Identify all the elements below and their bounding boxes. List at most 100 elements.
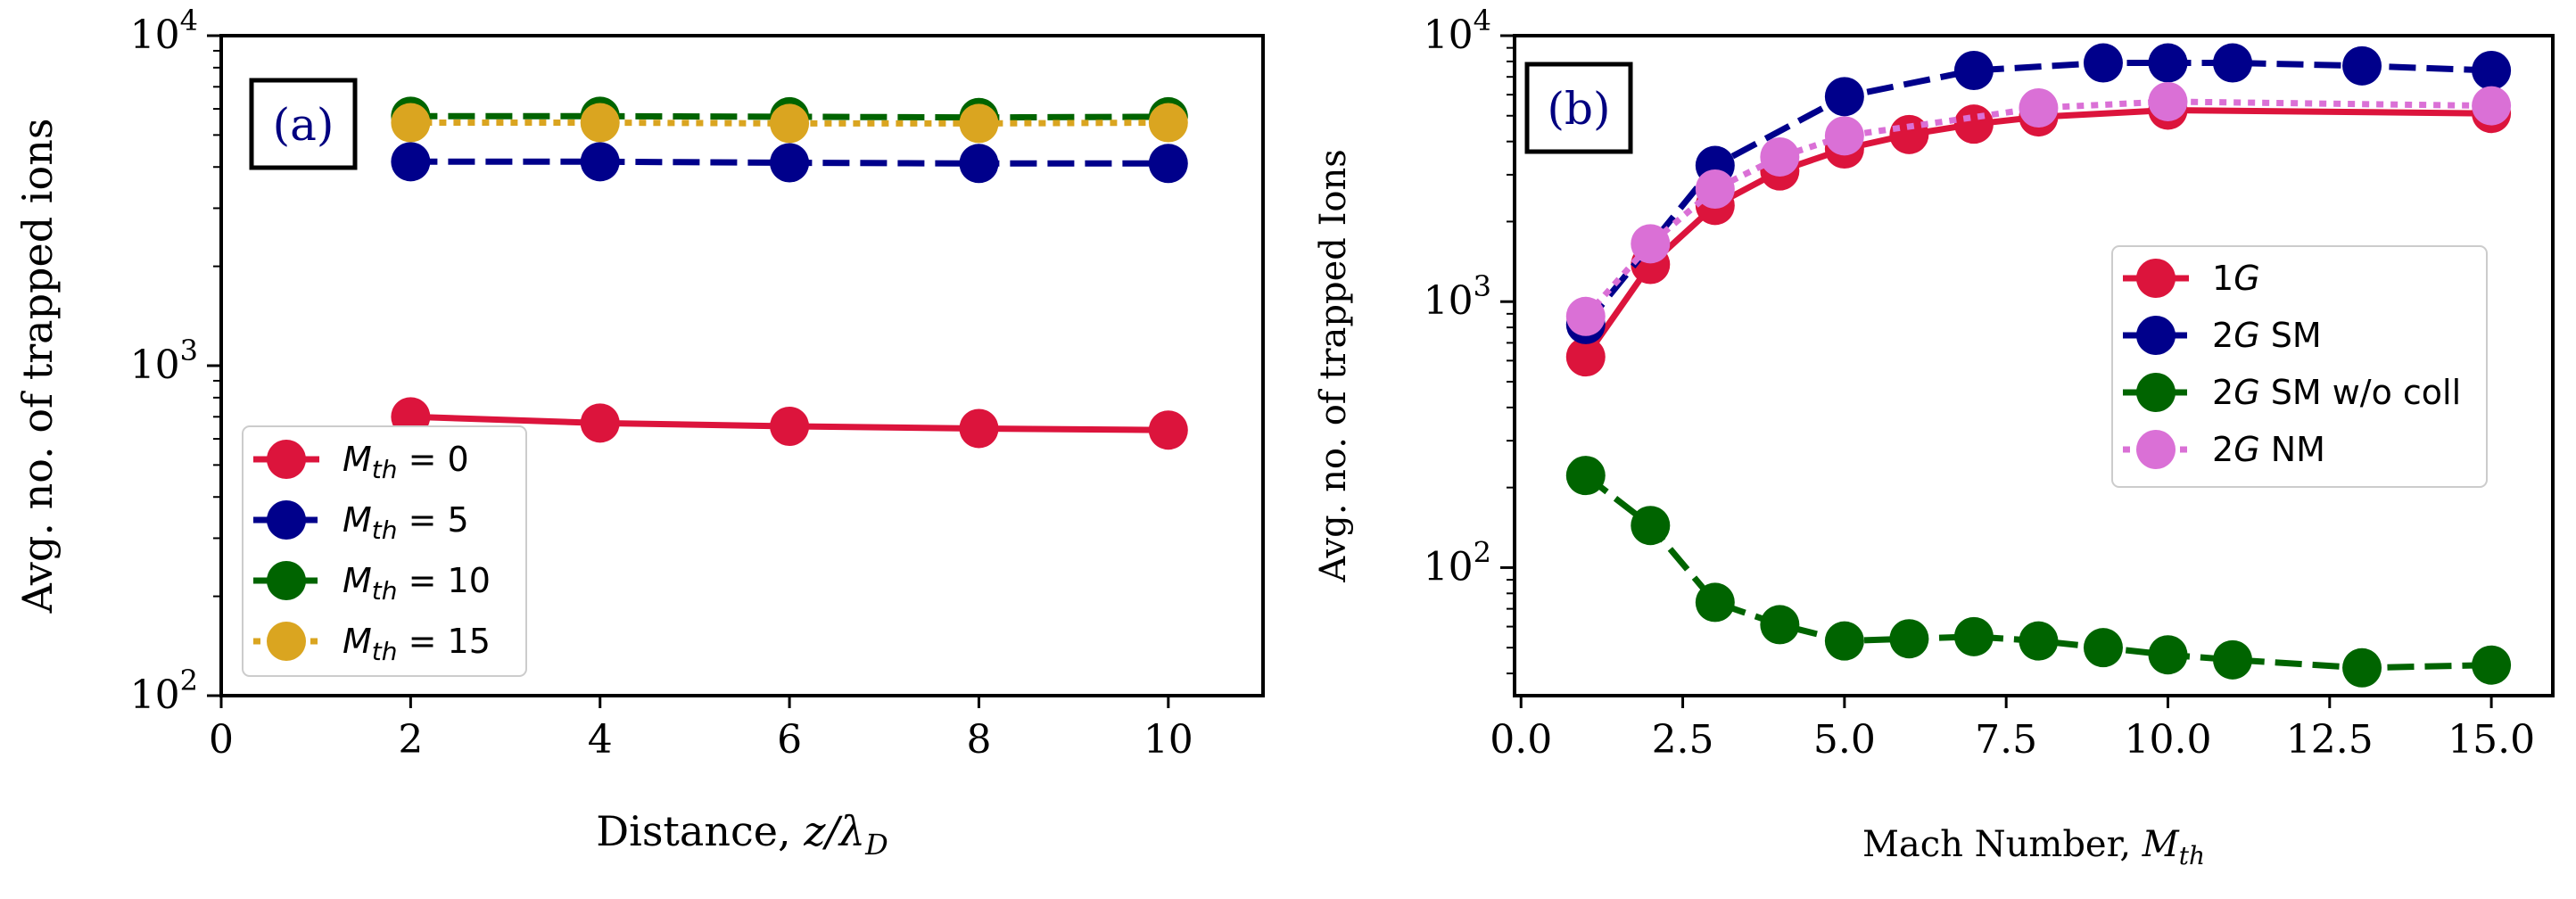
panel-b-label-frame <box>1524 62 1633 154</box>
panel-b-legend-marker-2 <box>2136 316 2176 355</box>
panel-b-series-3-point <box>2148 635 2188 675</box>
panel-b-series <box>1565 43 2512 688</box>
panel-b-label: (b) <box>1547 83 1610 135</box>
panel-b-series-1-point <box>1953 104 1994 144</box>
panel-b-x-tick-label: 10.0 <box>2125 717 2212 763</box>
panel-b-legend-marker-1 <box>2136 259 2176 298</box>
panel-b-series-4-point <box>1695 169 1735 209</box>
panel-b-series-2-point <box>1824 77 1864 117</box>
panel-a-x-tick-label: 8 <box>966 717 991 763</box>
panel-a-legend-label-4: Mth = 15 <box>343 622 491 666</box>
panel-a-series-2-point <box>770 143 810 183</box>
panel-b-series-2-point <box>2083 43 2123 83</box>
panel-a-series-1-point <box>580 403 620 443</box>
panel-a-series-4-point <box>1148 103 1188 143</box>
panel-a-legend: Mth = 0 Mth = 5 Mth = 10 Mth = 15 <box>242 425 527 677</box>
panel-b-series-1-point <box>1565 337 1606 377</box>
panel-a-legend-marker-3 <box>267 561 306 600</box>
panel-a-series-4-point <box>770 103 810 144</box>
panel-a-y-tick-label: 103 <box>130 334 198 388</box>
panel-b-series-3-point <box>1760 605 1800 645</box>
panel-b-series-3-point <box>1953 616 1994 656</box>
panel-b-x-ticks: 0.0 2.5 5.0 7.5 10.0 12.5 15.0 <box>1490 696 2535 763</box>
panel-b-legend: 1G 2G SM 2G SM w/o coll 2G NM <box>2111 245 2488 488</box>
panel-a-y-tick-label: 104 <box>130 4 198 58</box>
panel-a-legend-marker-1 <box>267 440 306 479</box>
panel-b-y-tick-label: 104 <box>1424 4 1491 58</box>
panel-b-legend-marker-4 <box>2136 430 2176 469</box>
panel-b: 0.0 2.5 5.0 7.5 10.0 12.5 15.0 102 103 104 (b) 1… <box>1313 4 2555 870</box>
panel-b-legend-label-1: 1G <box>2212 259 2260 298</box>
panel-b-series-3-point <box>2472 645 2512 685</box>
panel-b-y-tick-label: 103 <box>1424 269 1491 324</box>
panel-a-y-axis-label: Avg. no. of trapped ions <box>13 119 62 614</box>
panel-a-legend-label-3: Mth = 10 <box>343 561 491 606</box>
panel-a-legend-label-2: Mth = 5 <box>343 500 469 545</box>
panel-b-series-4-point <box>1824 116 1864 156</box>
panel-b-legend-marker-3 <box>2136 373 2176 412</box>
panel-a-series-4-point <box>580 103 620 143</box>
panel-a-series-2-point <box>959 144 999 184</box>
panel-b-x-tick-label: 7.5 <box>1975 717 2037 763</box>
panel-b-series-4-point <box>2019 88 2059 128</box>
panel-a-series-1-point <box>1148 410 1188 450</box>
panel-b-series-2-point <box>2213 43 2253 83</box>
panel-a-x-ticks: 0 2 4 6 8 10 <box>209 696 1193 763</box>
panel-b-series-1-point <box>1889 114 1929 154</box>
panel-a-series <box>391 96 1188 450</box>
panel-b-y-ticks: 102 103 104 <box>1424 4 1515 675</box>
panel-b-legend-frame <box>2111 245 2488 488</box>
panel-a-series-2-point <box>391 142 431 182</box>
panel-a-legend-frame <box>242 425 527 677</box>
panel-b-series-line-1 <box>1582 106 2492 359</box>
panel-b-series-2-point <box>1953 50 1994 90</box>
panel-a-legend-marker-2 <box>267 500 306 540</box>
panel-b-x-tick-label: 0.0 <box>1490 717 1552 763</box>
panel-a-series-1-point <box>959 408 999 449</box>
panel-b-label-box: (b) <box>1524 62 1633 154</box>
panel-a-y-tick-label: 102 <box>130 664 198 718</box>
panel-a-x-tick-label: 2 <box>398 717 423 763</box>
panel-a-series-1-point <box>770 406 810 446</box>
panel-a-x-tick-label: 10 <box>1144 717 1193 763</box>
panel-b-series-4-point <box>1565 296 1606 336</box>
panel-b-x-axis-label: Mach Number, Mth <box>1862 824 2205 870</box>
panel-b-series-4-point <box>1760 136 1800 177</box>
panel-b-series-3-point <box>1695 582 1735 623</box>
panel-b-series-line-4 <box>1583 98 2492 319</box>
panel-b-series-3-point <box>1889 619 1929 659</box>
panel-b-series-3-point <box>2083 628 2123 668</box>
panel-b-x-tick-label: 12.5 <box>2286 717 2374 763</box>
panel-a-series-2-point <box>580 142 620 182</box>
panel-b-legend-label-4: 2G NM <box>2212 430 2325 469</box>
panel-b-series-3-point <box>2213 639 2253 680</box>
panel-b-series-4-point <box>1631 224 1671 264</box>
panel-b-y-axis-label: Avg. no. of trapped Ions <box>1313 149 1354 583</box>
panel-a-series-4-point <box>391 103 431 143</box>
panel-b-x-tick-label: 15.0 <box>2448 717 2535 763</box>
panel-b-series-2-point <box>2148 43 2188 83</box>
panel-a-label-box: (a) <box>249 78 358 170</box>
panel-b-series-3-point <box>1631 506 1671 546</box>
panel-b-series-3-point <box>1565 456 1606 496</box>
panel-a-x-tick-label: 4 <box>588 717 613 763</box>
panel-a-legend-marker-4 <box>267 622 306 661</box>
panel-b-series-3-point <box>2342 647 2382 688</box>
panel-b-series-3-point <box>1824 621 1864 661</box>
panel-a-label-frame <box>249 78 358 170</box>
panel-b-series-4-point <box>2472 86 2512 126</box>
panel-a-label: (a) <box>273 99 334 151</box>
panel-b-x-tick-label: 5.0 <box>1813 717 1876 763</box>
panel-a-series-4-point <box>959 103 999 144</box>
panel-b-series-2-point <box>2342 45 2382 86</box>
panel-a-x-tick-label: 6 <box>777 717 802 763</box>
panel-b-legend-label-3: 2G SM w/o coll <box>2212 373 2461 412</box>
panel-a-y-ticks: 102 103 104 <box>130 4 221 718</box>
panel-a-x-tick-label: 0 <box>209 717 234 763</box>
panel-a-series-2-point <box>1148 144 1188 184</box>
panel-a-x-axis-label: Distance, z/λD <box>596 807 888 862</box>
panel-b-y-tick-label: 102 <box>1424 535 1491 590</box>
panel-b-legend-label-2: 2G SM <box>2212 316 2322 355</box>
